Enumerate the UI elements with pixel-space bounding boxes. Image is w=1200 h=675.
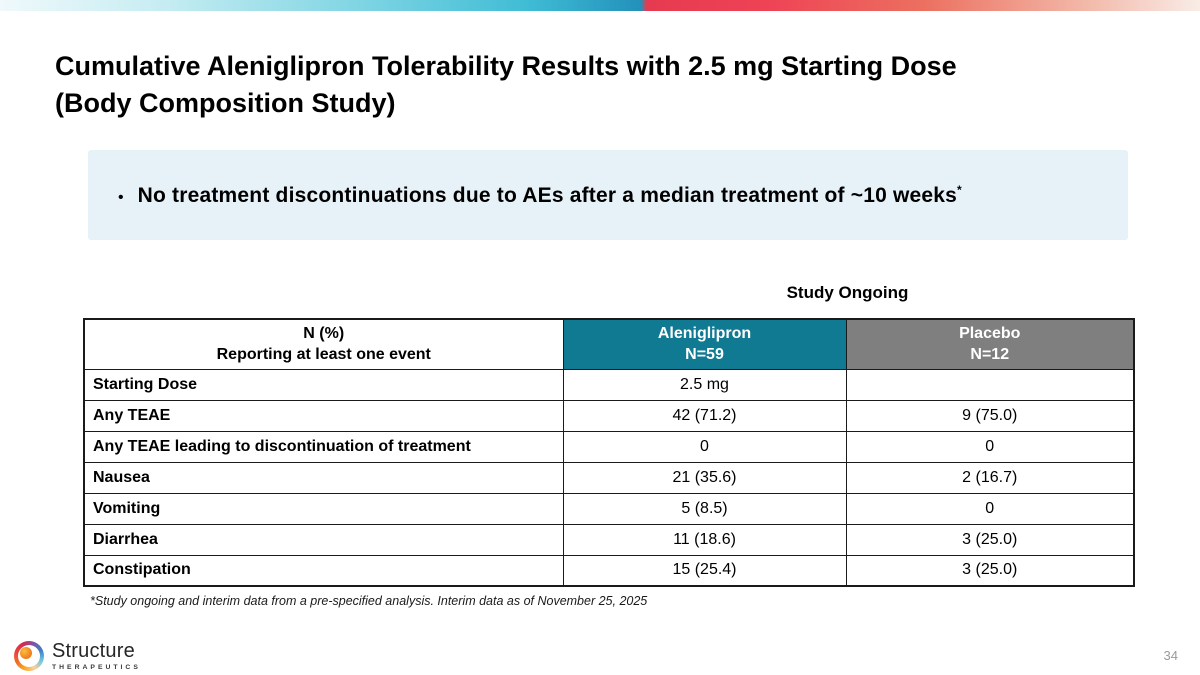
row-label-cell: Any TEAE leading to discontinuation of t… <box>83 430 564 463</box>
placebo-value-cell: 0 <box>845 492 1135 525</box>
logo-text: Structure THERAPEUTICS <box>52 640 141 671</box>
aleniglipron-value-cell: 5 (8.5) <box>562 492 847 525</box>
page-number: 34 <box>1163 648 1178 663</box>
slide-title: Cumulative Aleniglipron Tolerability Res… <box>55 48 1155 122</box>
aleniglipron-value-cell: 2.5 mg <box>562 368 847 401</box>
key-message-body: No treatment discontinuations due to AEs… <box>137 183 958 207</box>
table-row: Starting Dose 2.5 mg <box>83 368 1135 401</box>
row-label-cell: Diarrhea <box>83 523 564 556</box>
placebo-value-cell: 3 (25.0) <box>845 523 1135 556</box>
aleniglipron-column-header: Aleniglipron N=59 <box>562 318 847 370</box>
footnote-marker: * <box>957 182 962 197</box>
placebo-column-header: Placebo N=12 <box>845 318 1135 370</box>
aleniglipron-value-cell: 15 (25.4) <box>562 554 847 587</box>
key-message-text: No treatment discontinuations due to AEs… <box>138 183 962 208</box>
logo-subtext: THERAPEUTICS <box>52 664 141 671</box>
aleniglipron-value-cell: 21 (35.6) <box>562 461 847 494</box>
table-header-row: N (%) Reporting at least one event Aleni… <box>83 318 1135 370</box>
aleniglipron-value-cell: 11 (18.6) <box>562 523 847 556</box>
drug-header-line1: Aleniglipron <box>657 325 752 343</box>
key-message-content: • No treatment discontinuations due to A… <box>88 183 962 208</box>
bullet-icon: • <box>118 188 124 206</box>
placebo-value-cell: 3 (25.0) <box>845 554 1135 587</box>
slide-title-line2: (Body Composition Study) <box>55 88 396 118</box>
placebo-value-cell: 2 (16.7) <box>845 461 1135 494</box>
structure-therapeutics-logo: Structure THERAPEUTICS <box>14 640 141 671</box>
events-header-line2: Reporting at least one event <box>216 346 431 364</box>
events-column-header: N (%) Reporting at least one event <box>83 318 564 370</box>
events-header-line1: N (%) <box>303 325 345 343</box>
placebo-value-cell: 9 (75.0) <box>845 399 1135 432</box>
placebo-value-cell <box>845 368 1135 401</box>
table-row: Constipation 15 (25.4) 3 (25.0) <box>83 554 1135 587</box>
row-label-cell: Any TEAE <box>83 399 564 432</box>
placebo-value-cell: 0 <box>845 430 1135 463</box>
table-row: Vomiting 5 (8.5) 0 <box>83 492 1135 525</box>
aleniglipron-value-cell: 0 <box>562 430 847 463</box>
key-message-callout: • No treatment discontinuations due to A… <box>88 150 1128 240</box>
table-row: Any TEAE 42 (71.2) 9 (75.0) <box>83 399 1135 432</box>
row-label-cell: Vomiting <box>83 492 564 525</box>
footnote: *Study ongoing and interim data from a p… <box>90 594 648 608</box>
row-label-cell: Nausea <box>83 461 564 494</box>
aleniglipron-value-cell: 42 (71.2) <box>562 399 847 432</box>
row-label-cell: Constipation <box>83 554 564 587</box>
row-label-cell: Starting Dose <box>83 368 564 401</box>
top-gradient-bar <box>0 0 1200 11</box>
study-ongoing-label: Study Ongoing <box>786 283 909 302</box>
placebo-header-line1: Placebo <box>959 325 1021 343</box>
drug-header-line2: N=59 <box>685 346 724 364</box>
logo-name: Structure <box>52 640 135 662</box>
tolerability-table: N (%) Reporting at least one event Aleni… <box>83 318 1135 587</box>
slide-title-line1: Cumulative Aleniglipron Tolerability Res… <box>55 51 957 81</box>
placebo-header-line2: N=12 <box>970 346 1010 364</box>
structure-logo-icon <box>14 640 44 671</box>
table-row: Diarrhea 11 (18.6) 3 (25.0) <box>83 523 1135 556</box>
table-row: Any TEAE leading to discontinuation of t… <box>83 430 1135 463</box>
table-row: Nausea 21 (35.6) 2 (16.7) <box>83 461 1135 494</box>
